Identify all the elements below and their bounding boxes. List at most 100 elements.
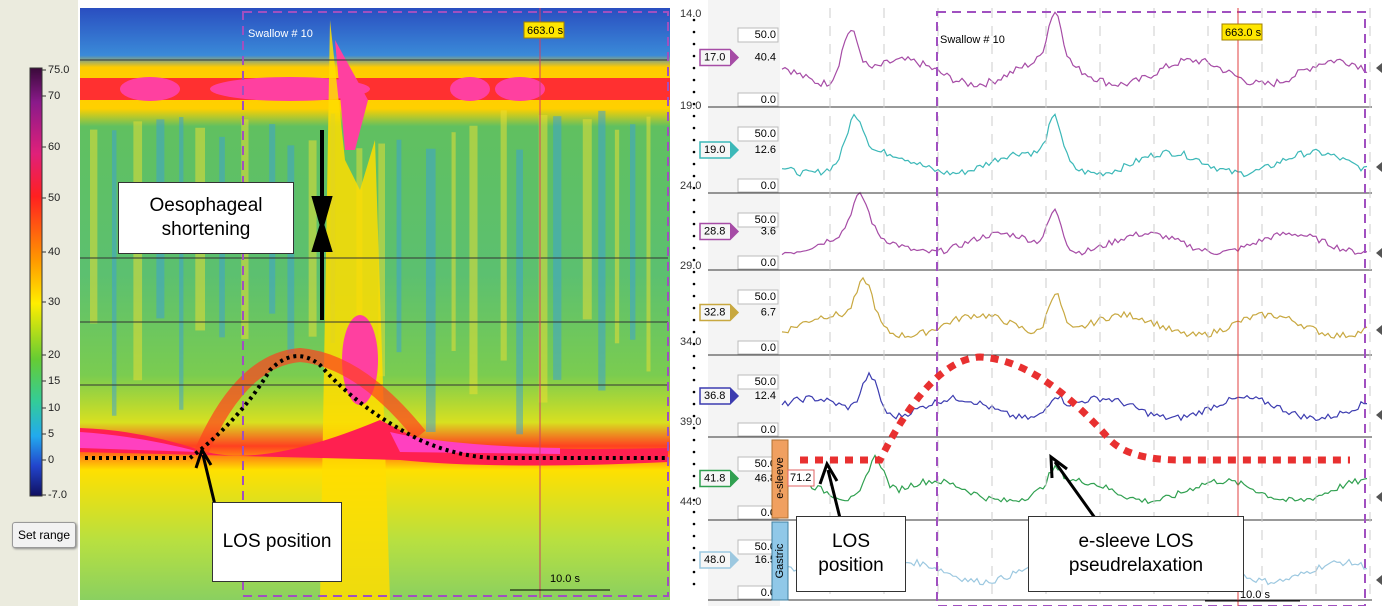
pattern bbox=[614, 129, 620, 344]
time-marker-box bbox=[523, 21, 565, 39]
pattern bbox=[308, 140, 317, 337]
sensor-dot bbox=[692, 150, 696, 154]
pattern bbox=[630, 124, 636, 340]
pattern bbox=[469, 125, 478, 395]
sensor-dot bbox=[692, 582, 696, 586]
sensor-dot bbox=[692, 450, 696, 454]
sensor-position: 24.0 bbox=[680, 180, 701, 192]
sensor-dot bbox=[692, 174, 696, 178]
sensor-dot bbox=[692, 246, 696, 250]
sensor-position: 39.0 bbox=[680, 416, 701, 428]
sensor-dot bbox=[692, 486, 696, 490]
arrow bbox=[194, 446, 217, 506]
scale-box bbox=[737, 126, 779, 142]
sensor-strip bbox=[672, 0, 708, 606]
e-sleeve-label: e-sleeve bbox=[774, 457, 786, 499]
e-sleeve-value-box bbox=[787, 469, 815, 487]
channel-position: 32.8 bbox=[704, 306, 725, 318]
sensor-dot bbox=[692, 222, 696, 226]
colorbar-label: 10 bbox=[48, 402, 60, 414]
pressure-trace bbox=[781, 11, 1368, 88]
arrow bbox=[311, 130, 333, 320]
scale-max: 50.0 bbox=[755, 458, 776, 470]
colorbar-label: 30 bbox=[48, 296, 60, 308]
gastric-tag bbox=[771, 521, 789, 601]
channel-tag-arrow bbox=[730, 552, 738, 568]
sensor-dot bbox=[692, 198, 696, 202]
sensor-dot bbox=[692, 162, 696, 166]
side-arrow bbox=[1376, 410, 1382, 420]
sensor-dot bbox=[692, 54, 696, 58]
pattern bbox=[120, 77, 180, 101]
channel-position: 36.8 bbox=[704, 390, 725, 402]
scale-label: 10.0 s bbox=[550, 573, 580, 585]
channel-tag-arrow bbox=[730, 49, 738, 66]
time-marker: 663.0 s bbox=[1225, 27, 1262, 39]
channel-tag-arrow bbox=[730, 304, 738, 321]
colorbar-label: 40 bbox=[48, 246, 60, 258]
annotation-box: e-sleeve LOS pseudrelaxation bbox=[1028, 516, 1244, 592]
scale-min: 0.0 bbox=[761, 257, 776, 269]
sensor-dot bbox=[692, 282, 696, 286]
sensor-dot bbox=[692, 234, 696, 238]
scale-box bbox=[737, 178, 779, 193]
side-arrow bbox=[1376, 63, 1382, 73]
sensor-dot bbox=[692, 570, 696, 574]
channel-value: 12.6 bbox=[755, 144, 776, 156]
channel-position: 48.0 bbox=[704, 554, 725, 566]
sensor-dot bbox=[692, 510, 696, 514]
sensor-dot bbox=[692, 402, 696, 406]
sensor-dot bbox=[692, 42, 696, 46]
channel-value: 3.6 bbox=[761, 225, 776, 237]
pattern bbox=[426, 148, 436, 432]
scale-label: 10.0 s bbox=[1240, 589, 1270, 601]
sensor-dot bbox=[692, 114, 696, 118]
pattern bbox=[553, 116, 562, 380]
scale-box bbox=[737, 92, 779, 107]
pattern bbox=[495, 77, 545, 101]
channel-value: 12.4 bbox=[755, 390, 776, 402]
sensor-dot bbox=[692, 126, 696, 130]
scale-min: 0.0 bbox=[761, 180, 776, 192]
e-sleeve-value: 71.2 bbox=[790, 472, 811, 484]
sensor-dot bbox=[692, 462, 696, 466]
pressure-traces bbox=[781, 11, 1368, 586]
pattern bbox=[500, 110, 507, 361]
time-marker: 663.0 s bbox=[527, 25, 564, 37]
pattern bbox=[378, 143, 386, 377]
sensor-dot bbox=[692, 438, 696, 442]
sensor-dot bbox=[692, 354, 696, 358]
pattern bbox=[451, 132, 456, 352]
side-arrow bbox=[1376, 325, 1382, 335]
sensor-dot bbox=[692, 366, 696, 370]
sensor-position: 44.0 bbox=[680, 496, 701, 508]
annotation-box: LOS position bbox=[796, 516, 906, 592]
sensor-dot bbox=[692, 522, 696, 526]
sensor-dot bbox=[692, 270, 696, 274]
sensor-dot bbox=[692, 30, 696, 34]
side-arrow bbox=[1376, 162, 1382, 172]
pressure-trace bbox=[781, 454, 1368, 505]
sensor-dot bbox=[692, 186, 696, 190]
time-marker-box bbox=[1221, 23, 1263, 41]
side-arrow bbox=[1376, 248, 1382, 258]
pattern bbox=[538, 115, 548, 403]
sensor-dot bbox=[692, 342, 696, 346]
sensor-dot bbox=[692, 66, 696, 70]
colorbar-label: 50 bbox=[48, 192, 60, 204]
sensor-dot bbox=[692, 78, 696, 82]
sensor-dot bbox=[692, 546, 696, 550]
channel-value: 40.4 bbox=[755, 51, 776, 63]
scale-max: 50.0 bbox=[755, 29, 776, 41]
colorbar-label: -7.0 bbox=[48, 489, 67, 501]
swallow-label: Swallow # 10 bbox=[940, 34, 1005, 46]
scale-max: 50.0 bbox=[755, 541, 776, 553]
colorbar bbox=[29, 67, 43, 497]
pressure-trace bbox=[781, 191, 1368, 256]
sensor-dot bbox=[692, 474, 696, 478]
set-range-button[interactable]: Set range bbox=[12, 522, 76, 548]
scale-max: 50.0 bbox=[755, 376, 776, 388]
colorbar-label: 0 bbox=[48, 454, 54, 466]
sensor-dot bbox=[692, 378, 696, 382]
